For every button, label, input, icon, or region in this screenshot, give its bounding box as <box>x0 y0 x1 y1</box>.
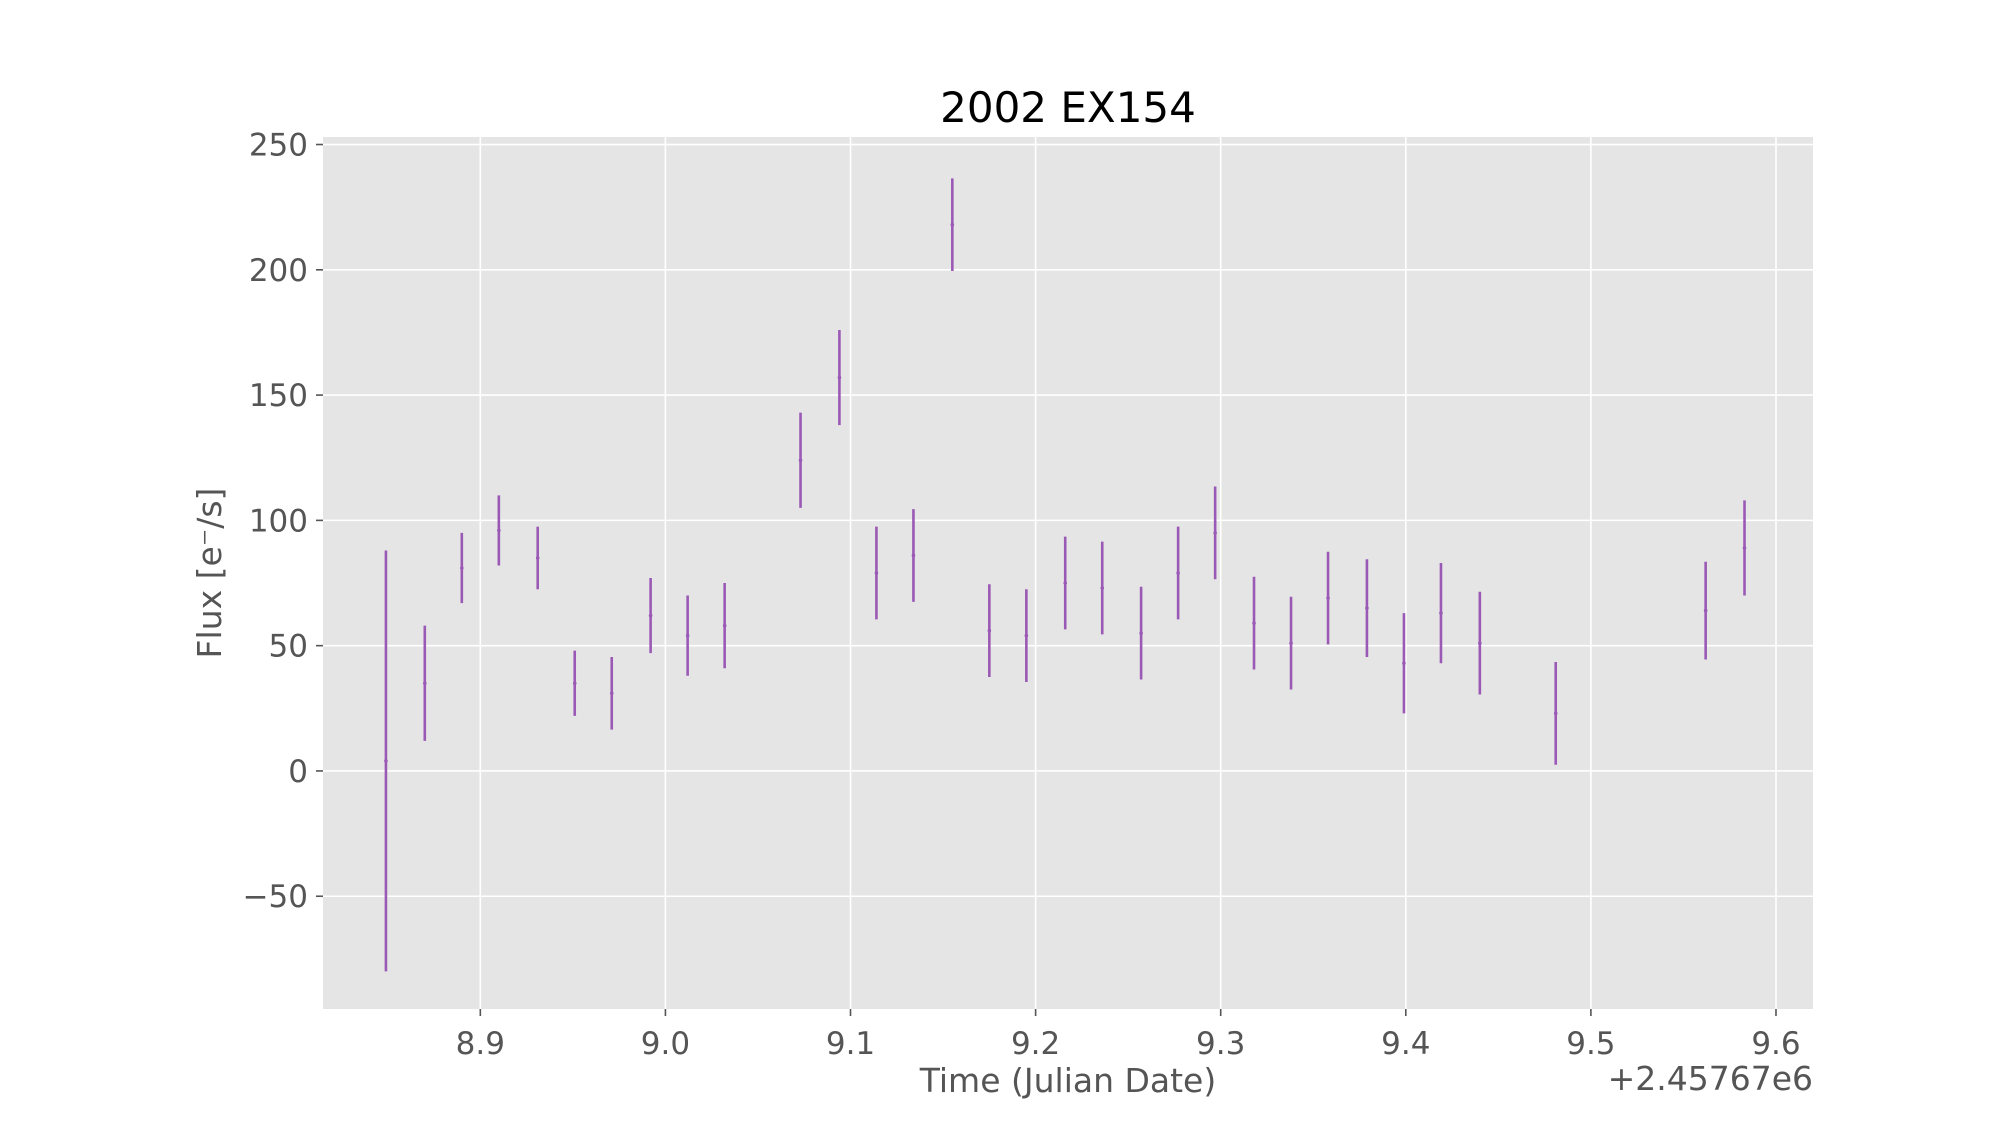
x-axis-label: Time (Julian Date) <box>919 1061 1216 1100</box>
x-tick-label: 9.6 <box>1751 1026 1800 1062</box>
data-series <box>384 178 1747 972</box>
y-tick-label: 250 <box>249 128 308 164</box>
axis-ticks: 8.9 9.0 9.1 9.2 9.3 9.4 9.5 9.6 −50 0 50 100 150 200 2… <box>243 128 1801 1062</box>
data-point <box>911 553 916 558</box>
data-point <box>1365 606 1369 610</box>
data-point <box>1478 641 1482 645</box>
data-point <box>722 623 727 628</box>
x-tick-label: 9.3 <box>1196 1026 1245 1062</box>
y-tick-label: 50 <box>269 629 308 665</box>
data-point <box>1326 596 1330 600</box>
data-point <box>1139 631 1143 635</box>
data-point <box>1213 531 1217 535</box>
y-tick-label: −50 <box>243 879 308 915</box>
data-point <box>423 681 427 686</box>
data-point <box>572 681 577 686</box>
data-point <box>837 375 842 380</box>
data-point <box>1176 571 1180 575</box>
data-point <box>1402 661 1406 666</box>
data-point <box>460 566 464 570</box>
y-tick-label: 150 <box>249 378 308 414</box>
data-point <box>535 556 540 560</box>
data-point <box>1553 711 1558 716</box>
x-tick-label: 9.4 <box>1381 1026 1430 1062</box>
plot-area <box>323 137 1813 1009</box>
data-point <box>609 691 614 696</box>
x-tick-label: 9.5 <box>1566 1026 1615 1062</box>
data-point <box>1703 608 1708 613</box>
data-point <box>1024 633 1029 638</box>
data-point <box>1100 586 1105 590</box>
y-tick-label: 100 <box>249 503 308 539</box>
x-tick-label: 8.9 <box>456 1026 505 1062</box>
data-point <box>384 759 388 763</box>
grid-lines <box>323 137 1813 1009</box>
data-point <box>497 528 501 533</box>
data-point <box>798 458 803 463</box>
data-point <box>950 222 955 227</box>
y-axis-label: Flux [e⁻/s] <box>190 488 229 659</box>
data-point <box>874 571 879 575</box>
x-tick-label: 9.0 <box>641 1026 690 1062</box>
chart-title: 2002 EX154 <box>940 83 1196 132</box>
x-tick-label: 9.2 <box>1011 1026 1060 1062</box>
data-point <box>685 633 690 638</box>
y-tick-label: 200 <box>249 253 308 289</box>
data-point <box>1252 621 1256 625</box>
y-tick-label: 0 <box>288 754 308 790</box>
data-point <box>1063 581 1068 585</box>
data-point <box>1742 546 1747 550</box>
x-tick-label: 9.1 <box>826 1026 875 1062</box>
data-point <box>648 613 653 618</box>
data-point <box>1289 641 1293 645</box>
data-point <box>987 628 992 633</box>
x-axis-offset-label: +2.45767e6 <box>1608 1059 1813 1098</box>
data-point <box>1439 611 1443 615</box>
